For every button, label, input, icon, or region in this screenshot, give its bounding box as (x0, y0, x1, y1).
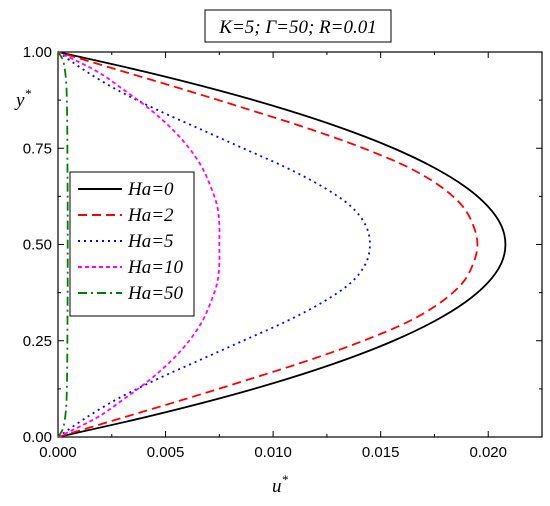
chart-title-box: K=5; Γ=50; R=0.01 (204, 9, 392, 43)
y-tick-label: 0.25 (23, 333, 52, 350)
x-tick-label: 0.000 (39, 444, 77, 461)
x-tick-label: 0.020 (469, 444, 507, 461)
y-axis-label-sup: * (24, 86, 31, 101)
x-tick-label: 0.015 (362, 444, 400, 461)
chart-title: K=5; Γ=50; R=0.01 (218, 17, 376, 38)
y-axis-ticks: 0.00 0.25 0.50 0.75 1.00 (23, 44, 542, 446)
y-axis-label-main: y (14, 90, 25, 111)
y-tick-label: 0.50 (23, 237, 52, 254)
legend-label-2: Ha=2 (127, 205, 174, 226)
x-tick-label: 0.010 (254, 444, 292, 461)
series-line-1 (57, 51, 507, 438)
chart-title-frame (204, 9, 392, 43)
legend-items: Ha=0 Ha=2 Ha=5 Ha=10 Ha=50 (78, 179, 184, 304)
y-tick-label: 0.75 (23, 140, 52, 157)
y-tick-label: 1.00 (23, 44, 52, 61)
series-line-2 (57, 51, 479, 438)
series-line-5 (57, 51, 69, 438)
x-axis-label-sup: * (282, 472, 289, 487)
legend-label-1: Ha=0 (127, 179, 174, 200)
legend-label-3: Ha=5 (127, 231, 174, 252)
x-axis-ticks: 0.000 0.005 0.010 0.015 0.020 (39, 52, 507, 461)
legend: Ha=0 Ha=2 Ha=5 Ha=10 Ha=50 (69, 171, 195, 317)
legend-frame (69, 171, 195, 317)
y-tick-label: 0.00 (23, 429, 52, 446)
series-layer (57, 51, 507, 438)
series-line-4 (57, 51, 221, 438)
legend-label-4: Ha=10 (127, 257, 184, 278)
x-axis-label: u* (272, 472, 289, 497)
x-axis-label-main: u (272, 476, 282, 497)
legend-label-5: Ha=50 (127, 283, 184, 304)
y-axis-label: y* (14, 86, 31, 111)
x-tick-label: 0.005 (147, 444, 185, 461)
